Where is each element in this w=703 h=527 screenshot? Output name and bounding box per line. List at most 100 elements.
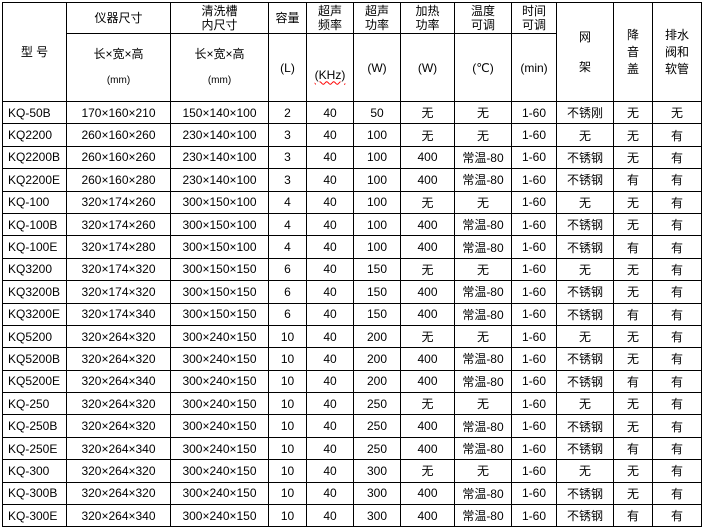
cell: 1-60 xyxy=(511,392,557,416)
table-row: KQ-50B 170×160×210 150×140×100 2 40 50 无无 1-60 不… xyxy=(2,100,702,125)
model-cell: KQ2200B xyxy=(2,145,67,170)
cell: 不锈钢 xyxy=(556,347,614,371)
cell: 1-60 xyxy=(511,123,557,147)
table-row: KQ-300E 320×264×340 300×240×150 10 40 300 400 常… xyxy=(2,504,702,527)
header-rack: 网 架 xyxy=(556,2,614,102)
cell: 1-60 xyxy=(511,414,557,438)
header-ultrasonic-power: 超声 功率 xyxy=(353,2,401,34)
cell: 400 xyxy=(400,481,455,506)
cell: 100 xyxy=(353,212,401,237)
table-row: KQ-250 320×264×320 300×240×150 10 40 250 无无 1-6… xyxy=(2,392,702,416)
cell: 300×150×150 xyxy=(170,257,269,282)
cell: 6 xyxy=(268,257,307,282)
cell: 无 xyxy=(613,347,653,371)
cell: 常温-80 xyxy=(454,347,512,371)
cell: 260×160×260 xyxy=(66,123,171,147)
cell: 400 xyxy=(400,145,455,170)
cell: 150 xyxy=(353,257,401,282)
model-cell: KQ3200B xyxy=(2,280,67,304)
cell: 常温-80 xyxy=(454,145,512,170)
table-row: KQ3200E 320×174×340 300×150×150 6 40 150 400 常温… xyxy=(2,302,702,326)
cell: 150 xyxy=(353,280,401,304)
cell: 有 xyxy=(613,235,653,259)
cell: 无 xyxy=(613,257,653,282)
cell: 有 xyxy=(652,369,702,394)
model-cell: KQ2200 xyxy=(2,123,67,147)
cell: 40 xyxy=(306,459,354,483)
cell: 300×240×150 xyxy=(170,414,269,438)
dims-unit: (mm) xyxy=(207,75,232,86)
cell: 有 xyxy=(652,190,702,214)
cell: 1-60 xyxy=(511,347,557,371)
cell: 1-60 xyxy=(511,481,557,506)
cell: 400 xyxy=(400,280,455,304)
table-row: KQ-100E 320×174×280 300×150×100 4 40 100 400 常温… xyxy=(2,235,702,259)
cell: 有 xyxy=(652,459,702,483)
table-row: KQ5200B 320×264×320 300×240×150 10 40 200 400 常… xyxy=(2,347,702,371)
cell: 400 xyxy=(400,436,455,461)
cell: 40 xyxy=(306,235,354,259)
cell: 320×264×320 xyxy=(66,459,171,483)
dims-label: 长×宽×高 xyxy=(93,47,144,61)
cell: 300 xyxy=(353,481,401,506)
cell: 230×140×100 xyxy=(170,123,269,147)
cell: 1-60 xyxy=(511,235,557,259)
cell: 40 xyxy=(306,280,354,304)
cell: 400 xyxy=(400,369,455,394)
cell: 320×174×320 xyxy=(66,280,171,304)
model-cell: KQ5200 xyxy=(2,324,67,349)
header-instrument-size: 仪器尺寸 xyxy=(66,2,171,34)
cell: 有 xyxy=(652,168,702,192)
cell: 有 xyxy=(652,504,702,527)
cell: 6 xyxy=(268,302,307,326)
cell: 1-60 xyxy=(511,190,557,214)
cell: 有 xyxy=(652,145,702,170)
cell: 260×160×280 xyxy=(66,168,171,192)
cell: 40 xyxy=(306,190,354,214)
table-row: KQ-300B 320×264×320 300×240×150 10 40 300 400 常… xyxy=(2,481,702,506)
model-cell: KQ-250B xyxy=(2,414,67,438)
model-cell: KQ-50B xyxy=(2,100,67,125)
table-row: KQ2200B 260×160×260 230×140×100 3 40 100 400 常温… xyxy=(2,145,702,170)
cell: 无 xyxy=(613,190,653,214)
cell: 1-60 xyxy=(511,369,557,394)
cell: 300 xyxy=(353,504,401,527)
header-temp-unit: (℃) xyxy=(454,33,512,102)
cell: 1-60 xyxy=(511,280,557,304)
cell: 无 xyxy=(613,324,653,349)
cell: 常温-80 xyxy=(454,212,512,237)
cell: 有 xyxy=(613,302,653,326)
cell: 1-60 xyxy=(511,436,557,461)
cell: 10 xyxy=(268,436,307,461)
cell: 400 xyxy=(400,212,455,237)
header-us-power-unit: (W) xyxy=(353,33,401,102)
spec-table-body: KQ-50B 170×160×210 150×140×100 2 40 50 无无 1-60 不… xyxy=(2,100,702,527)
cell: 40 xyxy=(306,324,354,349)
cell: 无 xyxy=(556,190,614,214)
table-row: KQ3200B 320×174×320 300×150×150 6 40 150 400 常温… xyxy=(2,280,702,304)
cell: 50 xyxy=(353,100,401,125)
cell: 有 xyxy=(652,436,702,461)
cell: 4 xyxy=(268,212,307,237)
cell: 320×174×280 xyxy=(66,235,171,259)
cell: 有 xyxy=(613,436,653,461)
cell: 无 xyxy=(613,392,653,416)
cell: 40 xyxy=(306,100,354,125)
cell: 无 xyxy=(454,459,512,483)
cell: 1-60 xyxy=(511,324,557,349)
cell: 不锈钢 xyxy=(556,302,614,326)
cell: 250 xyxy=(353,414,401,438)
cell: 有 xyxy=(613,369,653,394)
cell: 320×264×320 xyxy=(66,324,171,349)
cell: 40 xyxy=(306,168,354,192)
header-time-adjust: 时间 可调 xyxy=(511,2,557,34)
cell: 无 xyxy=(613,280,653,304)
table-row: KQ5200 320×264×320 300×240×150 10 40 200 无无 1-6… xyxy=(2,324,702,349)
cell: 300×150×150 xyxy=(170,280,269,304)
model-cell: KQ2200E xyxy=(2,168,67,192)
cell: 不锈刚 xyxy=(556,100,614,125)
model-cell: KQ-300 xyxy=(2,459,67,483)
cell: 40 xyxy=(306,257,354,282)
cell: 300×240×150 xyxy=(170,504,269,527)
cell: 300×240×150 xyxy=(170,392,269,416)
